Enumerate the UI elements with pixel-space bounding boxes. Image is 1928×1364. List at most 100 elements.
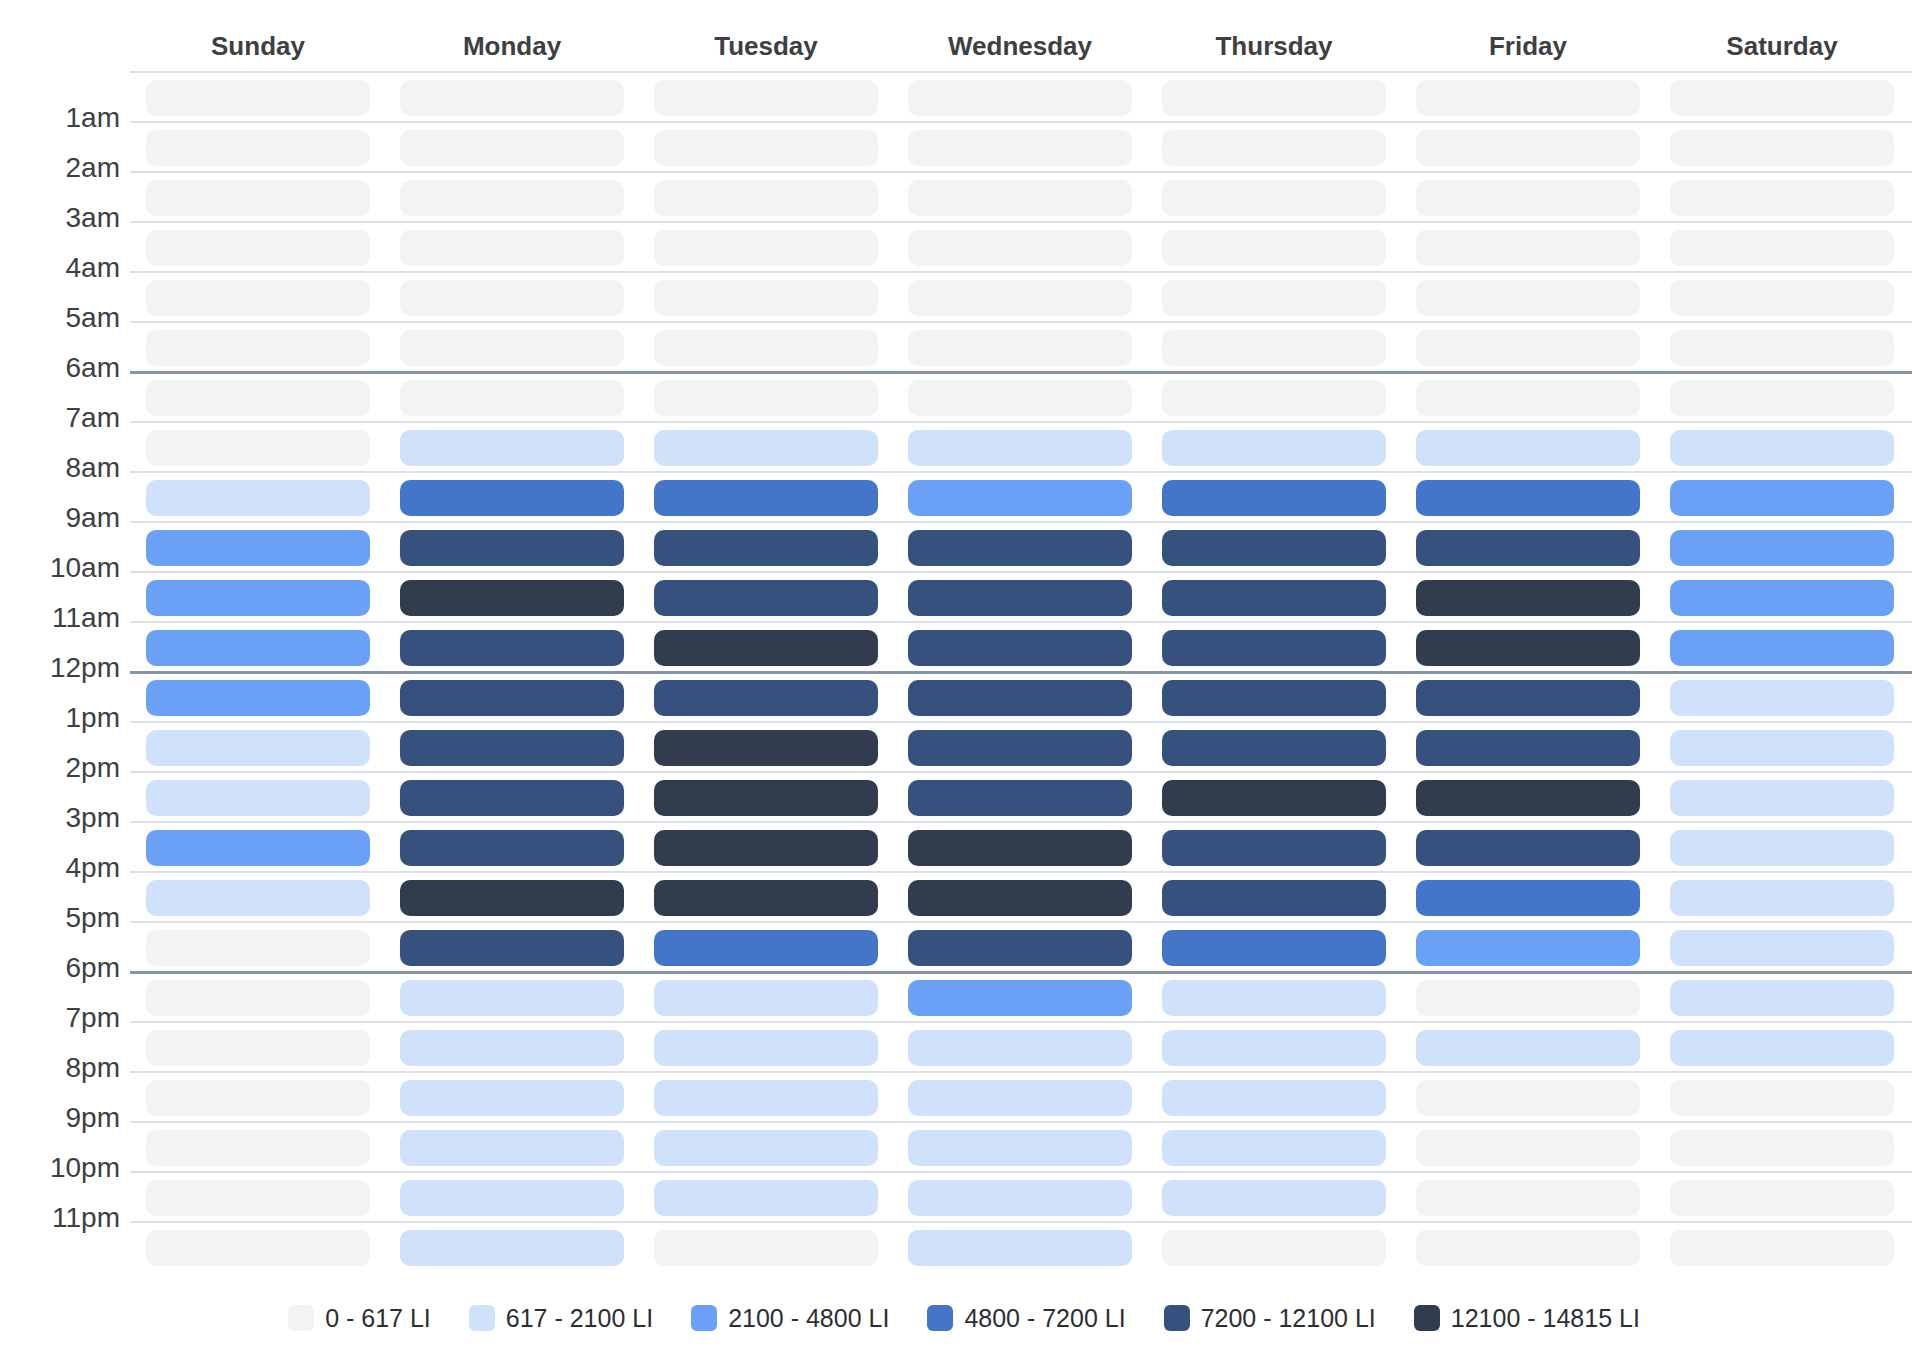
heatmap-cell[interactable] [1416,630,1640,666]
heatmap-cell[interactable] [654,230,878,266]
heatmap-cell[interactable] [908,1230,1132,1266]
heatmap-cell[interactable] [654,680,878,716]
heatmap-cell[interactable] [1416,580,1640,616]
heatmap-cell[interactable] [400,1230,624,1266]
heatmap-cell[interactable] [400,80,624,116]
heatmap-cell[interactable] [400,1180,624,1216]
heatmap-cell[interactable] [654,330,878,366]
heatmap-cell[interactable] [146,980,370,1016]
heatmap-cell[interactable] [654,1080,878,1116]
heatmap-cell[interactable] [400,130,624,166]
heatmap-cell[interactable] [400,930,624,966]
heatmap-cell[interactable] [1416,280,1640,316]
heatmap-cell[interactable] [146,180,370,216]
heatmap-cell[interactable] [654,1230,878,1266]
heatmap-cell[interactable] [146,430,370,466]
heatmap-cell[interactable] [908,980,1132,1016]
heatmap-cell[interactable] [1162,1130,1386,1166]
heatmap-cell[interactable] [146,230,370,266]
heatmap-cell[interactable] [1162,880,1386,916]
heatmap-cell[interactable] [908,1030,1132,1066]
heatmap-cell[interactable] [654,980,878,1016]
heatmap-cell[interactable] [146,530,370,566]
heatmap-cell[interactable] [146,1230,370,1266]
heatmap-cell[interactable] [1670,530,1894,566]
heatmap-cell[interactable] [1670,830,1894,866]
heatmap-cell[interactable] [1670,1130,1894,1166]
heatmap-cell[interactable] [400,580,624,616]
heatmap-cell[interactable] [146,380,370,416]
heatmap-cell[interactable] [908,180,1132,216]
heatmap-cell[interactable] [654,580,878,616]
heatmap-cell[interactable] [1416,980,1640,1016]
heatmap-cell[interactable] [908,1130,1132,1166]
heatmap-cell[interactable] [1416,80,1640,116]
heatmap-cell[interactable] [1670,730,1894,766]
heatmap-cell[interactable] [1162,280,1386,316]
heatmap-cell[interactable] [1670,630,1894,666]
heatmap-cell[interactable] [400,980,624,1016]
heatmap-cell[interactable] [1670,580,1894,616]
heatmap-cell[interactable] [1162,930,1386,966]
heatmap-cell[interactable] [146,1080,370,1116]
heatmap-cell[interactable] [1162,980,1386,1016]
heatmap-cell[interactable] [1162,230,1386,266]
heatmap-cell[interactable] [1670,880,1894,916]
heatmap-cell[interactable] [1162,830,1386,866]
heatmap-cell[interactable] [1162,330,1386,366]
heatmap-cell[interactable] [654,380,878,416]
heatmap-cell[interactable] [1416,930,1640,966]
heatmap-cell[interactable] [146,930,370,966]
heatmap-cell[interactable] [146,1030,370,1066]
heatmap-cell[interactable] [400,430,624,466]
heatmap-cell[interactable] [1162,780,1386,816]
heatmap-cell[interactable] [1670,80,1894,116]
heatmap-cell[interactable] [400,530,624,566]
heatmap-cell[interactable] [654,480,878,516]
heatmap-cell[interactable] [1670,330,1894,366]
heatmap-cell[interactable] [146,330,370,366]
heatmap-cell[interactable] [908,280,1132,316]
heatmap-cell[interactable] [1670,280,1894,316]
heatmap-cell[interactable] [1670,230,1894,266]
heatmap-cell[interactable] [146,630,370,666]
heatmap-cell[interactable] [908,330,1132,366]
heatmap-cell[interactable] [400,330,624,366]
heatmap-cell[interactable] [1670,430,1894,466]
heatmap-cell[interactable] [654,830,878,866]
heatmap-cell[interactable] [1416,1030,1640,1066]
heatmap-cell[interactable] [654,1180,878,1216]
heatmap-cell[interactable] [1162,530,1386,566]
heatmap-cell[interactable] [1416,830,1640,866]
heatmap-cell[interactable] [654,180,878,216]
heatmap-cell[interactable] [1416,180,1640,216]
heatmap-cell[interactable] [908,680,1132,716]
heatmap-cell[interactable] [1670,130,1894,166]
heatmap-cell[interactable] [1416,1230,1640,1266]
heatmap-cell[interactable] [654,1030,878,1066]
heatmap-cell[interactable] [654,1130,878,1166]
heatmap-cell[interactable] [400,880,624,916]
heatmap-cell[interactable] [146,780,370,816]
heatmap-cell[interactable] [908,630,1132,666]
heatmap-cell[interactable] [1162,630,1386,666]
heatmap-cell[interactable] [1670,1080,1894,1116]
heatmap-cell[interactable] [400,180,624,216]
heatmap-cell[interactable] [1416,530,1640,566]
heatmap-cell[interactable] [1416,780,1640,816]
heatmap-cell[interactable] [908,580,1132,616]
heatmap-cell[interactable] [654,130,878,166]
heatmap-cell[interactable] [400,630,624,666]
heatmap-cell[interactable] [1670,930,1894,966]
heatmap-cell[interactable] [400,480,624,516]
heatmap-cell[interactable] [1416,430,1640,466]
heatmap-cell[interactable] [146,680,370,716]
heatmap-cell[interactable] [400,230,624,266]
heatmap-cell[interactable] [908,380,1132,416]
heatmap-cell[interactable] [1670,380,1894,416]
heatmap-cell[interactable] [400,830,624,866]
heatmap-cell[interactable] [146,480,370,516]
heatmap-cell[interactable] [1670,1180,1894,1216]
heatmap-cell[interactable] [654,80,878,116]
heatmap-cell[interactable] [146,830,370,866]
